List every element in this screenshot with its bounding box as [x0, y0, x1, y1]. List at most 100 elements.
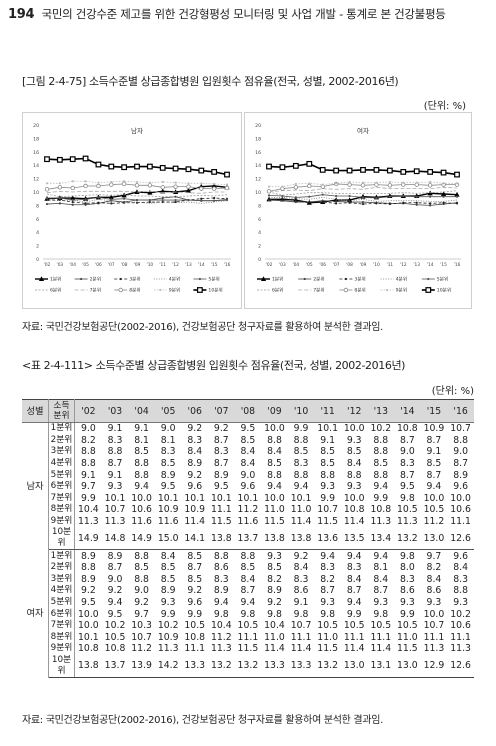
band-cell: 10분위 — [48, 654, 75, 678]
legend-marker — [198, 277, 201, 281]
value-cell: 10.6 — [450, 504, 471, 516]
value-cell: 9.9 — [399, 608, 415, 620]
value-cell: 8.5 — [187, 550, 203, 562]
legend-label: 10분위 — [208, 287, 222, 294]
value-cell: 9.2 — [107, 585, 123, 597]
table-row: 10분위 14.9 14.8 14.9 15.0 14.1 13.8 13.7 13.8 13.8… — [22, 527, 474, 551]
value-cell: 10.5 — [104, 631, 126, 643]
value-cell: 10.8 — [370, 504, 392, 516]
value-cell: 8.9 — [213, 469, 229, 481]
y-tick-label: 10 — [33, 190, 39, 196]
value-cell: 9.0 — [80, 423, 96, 435]
value-cell: 8.8 — [134, 458, 149, 470]
value-cell: 8.4 — [346, 458, 362, 470]
value-cell: 10.1 — [210, 492, 232, 504]
data-point — [442, 182, 445, 185]
x-tick-label: '09 — [134, 262, 141, 268]
legend-label: 2분위 — [90, 276, 101, 283]
data-point — [174, 195, 177, 198]
data-point — [319, 166, 326, 173]
series-10 — [44, 155, 230, 178]
x-tick-label: '03 — [279, 262, 286, 268]
value-cell: 9.4 — [267, 481, 282, 493]
table-row: 4분위 8.8 8.7 8.8 8.5 8.9 8.7 8.4 8.5 8.3 8.5 8.4 8.5 8… — [22, 457, 474, 470]
value-cell: 11.4 — [264, 643, 285, 655]
chart-male: 남자 0 2 4 6 8 10 12 14 16 18 20 '02 '03 '04 '05 '06 '07 '08… — [22, 112, 242, 309]
value-cell: 11.2 — [131, 643, 152, 655]
value-cell: 9.3 — [453, 597, 469, 609]
value-cell: 9.9 — [293, 423, 309, 435]
value-cell: 9.8 — [373, 608, 389, 620]
legend-marker — [80, 277, 83, 281]
chart-female-svg: 여자 0 2 4 6 8 10 12 14 16 18 20 '02 '03 '04 '05 '06 '07 '08… — [255, 123, 461, 294]
data-point — [293, 185, 299, 190]
value-cell: 10.7 — [317, 504, 338, 516]
value-cell: 10.7 — [450, 423, 471, 435]
table-source: 자료: 국민건강보험공단(2002-2016), 건강보험공단 청구자료를 활용… — [22, 715, 384, 726]
value-cell: 9.4 — [213, 597, 229, 609]
y-tick-label: 20 — [33, 123, 39, 129]
col-year-header: '09 — [261, 399, 288, 423]
value-cell: 13.8 — [287, 527, 315, 551]
value-cell: 8.8 — [293, 434, 309, 446]
data-point — [174, 200, 177, 204]
legend-marker — [197, 287, 203, 293]
col-year-header: '02 — [74, 399, 102, 423]
value-cell: 8.3 — [346, 562, 362, 574]
value-cell: 11.5 — [317, 643, 338, 655]
legend-label: 3분위 — [354, 276, 365, 283]
x-tick-label: '07 — [108, 262, 115, 268]
data-point — [225, 198, 229, 201]
data-point — [57, 185, 63, 190]
value-cell: 10.9 — [184, 504, 206, 516]
table-row: 남자 1분위 9.0 9.1 9.1 9.0 9.2 9.2 9.5 10.0 9.9 10.1 10.… — [22, 422, 474, 550]
data-point — [454, 171, 460, 178]
value-cell: 9.1 — [293, 597, 309, 609]
y-tick-label: 6 — [258, 217, 261, 223]
value-cell: 9.6 — [187, 597, 203, 609]
table-row: 9분위 11.3 11.3 11.6 11.6 11.4 11.5 11.6 11.5 11.4 1… — [22, 515, 474, 528]
value-cell: 8.9 — [80, 573, 96, 585]
value-cell: 14.1 — [181, 527, 209, 551]
data-point — [58, 196, 61, 200]
data-point — [173, 184, 178, 189]
y-tick-label: 4 — [258, 230, 261, 236]
band-cell: 8분위 — [48, 504, 75, 516]
legend-label: 7분위 — [90, 287, 101, 294]
x-tick-label: '13 — [413, 262, 420, 268]
value-cell: 8.9 — [187, 458, 203, 470]
value-cell: 8.5 — [346, 446, 362, 458]
data-point — [211, 168, 218, 175]
series-line — [268, 186, 458, 193]
value-cell: 8.8 — [134, 469, 149, 481]
data-point — [58, 202, 61, 205]
value-cell: 10.7 — [290, 620, 312, 632]
value-cell: 9.5 — [213, 481, 229, 493]
value-cell: 8.7 — [426, 469, 442, 481]
data-point — [200, 182, 203, 185]
data-point — [292, 162, 299, 169]
data-point — [199, 186, 204, 191]
value-cell: 8.2 — [267, 573, 282, 585]
legend-item: 1분위 — [257, 276, 283, 283]
value-cell: 8.2 — [320, 573, 336, 585]
band-cell: 4분위 — [48, 457, 75, 470]
data-point — [413, 168, 420, 175]
page-header: 194 국민의 건강수준 제고를 위한 건강형평성 모니터링 및 사업 개발 -… — [8, 6, 488, 22]
band-cell: 8분위 — [48, 631, 75, 644]
data-point — [71, 203, 74, 206]
value-cell: 13.1 — [367, 654, 395, 678]
value-cell: 9.5 — [160, 481, 176, 493]
value-cell: 11.4 — [290, 643, 312, 655]
col-year-header: '10 — [287, 399, 315, 423]
value-cell: 9.2 — [80, 585, 96, 597]
chart-female: 여자 0 2 4 6 8 10 12 14 16 18 20 '02 '03 '04 '05 '06 '07 '08… — [244, 112, 472, 309]
value-cell: 14.8 — [101, 527, 129, 551]
value-cell: 10.0 — [343, 423, 365, 435]
table-row: 2분위 8.8 8.7 8.5 8.5 8.7 8.6 8.5 8.5 8.4 8.3 8.3 8.1 8… — [22, 561, 474, 574]
data-point — [346, 197, 353, 203]
x-tick-label: '07 — [333, 262, 340, 268]
value-cell: 13.5 — [340, 527, 368, 551]
value-cell: 9.1 — [107, 469, 123, 481]
data-point — [161, 198, 164, 202]
